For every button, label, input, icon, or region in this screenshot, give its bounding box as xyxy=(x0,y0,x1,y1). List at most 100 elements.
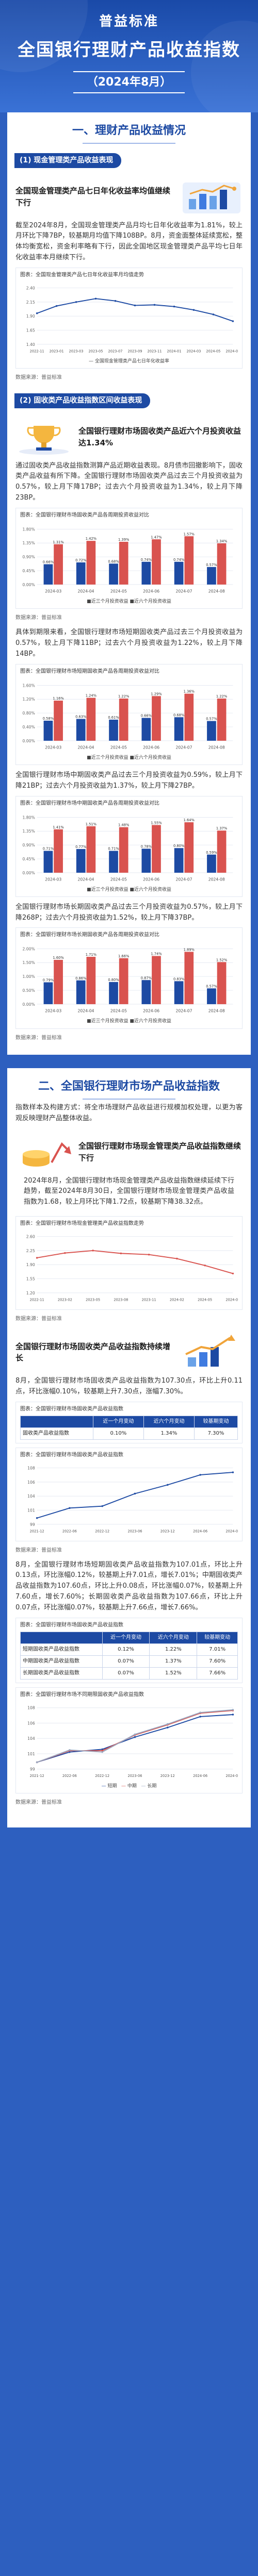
callout-index-cash: 全国银行理财市场现金管理类产品收益指数继续下行 xyxy=(7,1128,251,1176)
table-header-cell: 近六个月变动 xyxy=(143,1415,195,1428)
index-fixed-table: 近一个月变动 近六个月变动 较基期变动 固收类产品收益指数 0.10% 1.34% 7.30… xyxy=(20,1415,238,1440)
bar xyxy=(184,693,194,741)
table-cell: 0.12% xyxy=(102,1643,150,1656)
data-point xyxy=(232,320,234,322)
data-point xyxy=(176,1257,178,1260)
table-row: 中期固收类产品收益指数 0.07% 1.37% 7.60% xyxy=(20,1655,238,1668)
hero-title: 全国银行理财产品收益指数 xyxy=(18,39,240,60)
y-tick-label: 0.00% xyxy=(22,738,35,743)
fixed-bar-figure-3: 图表：全国银行理财市场中期固收类产品各周期投资收益对比 0.00% 0.45% 0.… xyxy=(15,795,243,897)
index-term-legend: — 短期 — 中期 — 长期 xyxy=(101,1783,157,1789)
bar-value-label: 1.66% xyxy=(118,954,129,958)
data-point xyxy=(134,304,136,306)
x-tick-label: 2023-12 xyxy=(160,1529,175,1533)
fixed-bar-chart-all: 0.00% 0.45% 0.90% 1.35% 1.80% 0.66% 1.31% 2024-… xyxy=(22,527,233,593)
bar-value-label: 1.41% xyxy=(53,825,63,829)
index-term-line-title: 图表：全国银行理财市场不同期限固收类产品收益指数 xyxy=(20,1691,144,1698)
bar-value-label: 0.68% xyxy=(173,713,184,717)
bar1-legend: ■近三个月投资收益 ■近六个月投资收益 xyxy=(87,599,171,604)
y-tick-label: 2.60 xyxy=(26,1235,35,1239)
data-point xyxy=(69,1507,71,1509)
x-tick-label: 2021-12 xyxy=(30,1774,44,1778)
fixed-paragraph-1: 通过固收类产品收益指数测算产品近期收益表现。8月债市回撤影响下，固收类产品收益有… xyxy=(15,461,243,502)
bar xyxy=(76,849,86,873)
bar-value-label: 0.79% xyxy=(43,978,54,983)
data-point xyxy=(36,1257,38,1259)
data-point xyxy=(36,312,38,314)
y-tick-label: 0.00% xyxy=(22,1002,35,1007)
cash-paragraph: 截至2024年8月，全国现金管理类产品月均七日年化收益率为1.81%，较上月环比… xyxy=(15,221,243,261)
x-tick-label: 2024-06 xyxy=(143,1009,159,1013)
y-tick-label: 101 xyxy=(27,1751,35,1756)
y-tick-label: 108 xyxy=(27,1705,35,1710)
cash-yield-figure: 图表：全国现金管理类产品七日年化收益率月均值走势 1.40 1.65 1.90 2.1… xyxy=(15,267,243,369)
bar-value-label: 1.24% xyxy=(86,693,96,697)
x-tick-label: 2024-05 xyxy=(110,745,127,750)
x-tick-label: 2024-06 xyxy=(193,1774,207,1778)
callout-index-cash-text: 全国银行理财市场现金管理类产品收益指数继续下行 xyxy=(78,1141,241,1162)
chart-illustration-icon xyxy=(181,178,243,215)
table-header-cell xyxy=(20,1415,93,1428)
y-tick-label: 1.35% xyxy=(22,541,35,545)
bar xyxy=(174,717,184,741)
index-term-source: 数据来源：普益标准 xyxy=(15,1800,62,1806)
bar-value-label: 0.83% xyxy=(173,977,184,982)
y-tick-label: 104 xyxy=(27,1736,35,1741)
coin-illustration-icon xyxy=(15,1134,72,1171)
fixed-bar-chart-short: 0.00% 0.40% 0.80% 1.20% 1.60% 0.58% 1.16% 2024-… xyxy=(22,683,233,750)
data-point xyxy=(167,1723,169,1725)
x-tick-label: 2024-07 xyxy=(175,589,192,593)
bar xyxy=(86,957,96,1005)
bar xyxy=(217,543,227,585)
bar-value-label: 0.74% xyxy=(173,558,184,562)
bar xyxy=(141,848,151,873)
y-tick-label: 2.25 xyxy=(26,1249,35,1253)
x-tick-label: 2023-07 xyxy=(108,349,123,353)
bar-value-label: 0.68% xyxy=(108,559,119,563)
fixed-bar-figure-3-title: 图表：全国银行理财市场中期固收类产品各周期投资收益对比 xyxy=(20,800,159,806)
fixed-bar-chart-long: 0.00% 0.50% 1.00% 1.50% 2.00% 0.79% 1.60% 2024-… xyxy=(22,947,233,1013)
data-point xyxy=(212,313,215,315)
table-cell: 7.30% xyxy=(194,1427,238,1440)
data-point xyxy=(69,1751,71,1753)
callout-fixed-text: 全国银行理财市场固收类产品近六个月投资收益达1.34% xyxy=(78,426,241,447)
y-tick-label: 108 xyxy=(27,1466,35,1470)
bar-value-label: 0.74% xyxy=(141,558,152,562)
bar xyxy=(152,956,161,1005)
x-tick-label: 2023-08 xyxy=(114,1298,128,1302)
bar-value-label: 0.57% xyxy=(206,985,217,989)
bar-value-label: 0.87% xyxy=(141,976,152,980)
x-tick-label: 2022-11 xyxy=(30,1298,44,1302)
x-tick-label: 2024-08 xyxy=(208,877,225,882)
bar xyxy=(119,541,128,585)
table-cell: 0.10% xyxy=(92,1427,144,1440)
bar xyxy=(207,854,216,873)
y-tick-label: 0.80% xyxy=(22,711,35,716)
table-cell: 长期固收类产品收益指数 xyxy=(20,1667,103,1680)
bar xyxy=(43,851,53,873)
bar-value-label: 0.57% xyxy=(206,563,217,567)
y-tick-label: 2.15 xyxy=(26,300,35,305)
data-point xyxy=(101,1505,103,1507)
data-point xyxy=(232,1272,234,1275)
bar-value-label: 0.71% xyxy=(108,846,119,851)
y-tick-label: 1.20 xyxy=(26,1291,35,1295)
index-fixed-line-title: 图表：全国银行理财市场固收类产品收益指数 xyxy=(20,1452,123,1458)
x-tick-label: 2023-06 xyxy=(128,1774,142,1778)
subsection-fixed-label: (2) 固收类产品收益指数区间收益表现 xyxy=(14,393,151,408)
bar xyxy=(54,544,63,585)
bar xyxy=(109,719,118,741)
table-header-cell: 较基期变动 xyxy=(197,1631,238,1644)
bar xyxy=(141,718,151,741)
index-term-table-title: 图表：全国银行理财市场固收类产品收益指数 xyxy=(20,1622,123,1628)
fixed-paragraph-3: 全国银行理财市场中期固收类产品过去三个月投资收益为0.59%，较上月下降21BP… xyxy=(15,771,243,790)
bar xyxy=(174,561,184,585)
x-tick-label: 2023-11 xyxy=(147,349,162,353)
bar xyxy=(217,962,227,1005)
x-tick-label: 2024-08 xyxy=(225,1298,238,1302)
y-tick-label: 0.90% xyxy=(22,843,35,847)
data-point xyxy=(36,1761,38,1763)
data-point xyxy=(36,1517,38,1519)
index-fixed-line-figure: 图表：全国银行理财市场固收类产品收益指数 99 101 104 106 108 2021-… xyxy=(15,1447,243,1541)
